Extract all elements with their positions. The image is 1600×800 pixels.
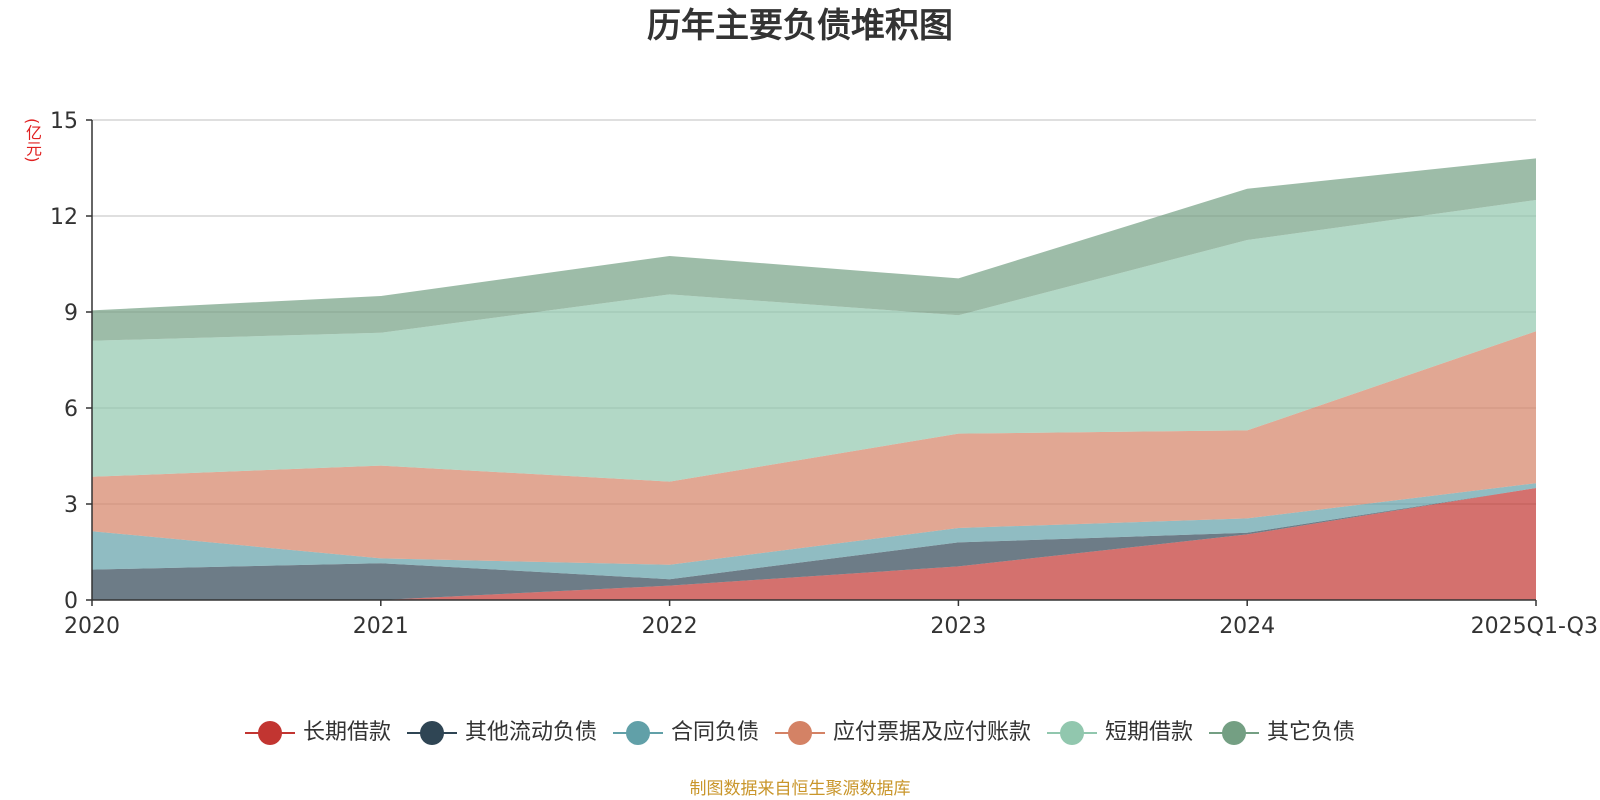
legend-item-6[interactable]: 其它负债 — [1209, 716, 1355, 750]
x-tick-label-4: 2023 — [930, 614, 986, 639]
legend-marker-5 — [1047, 721, 1098, 745]
legend-label-3: 合同负债 — [670, 720, 759, 745]
legend-item-2[interactable]: 其他流动负债 — [406, 716, 597, 750]
legend-item-5[interactable]: 短期借款 — [1047, 716, 1193, 750]
chart-legend: 长期借款 其他流动负债 合同负债 应付票据及应付账款 短期借款 其它负债 — [0, 716, 1600, 750]
legend-marker-1 — [244, 721, 295, 745]
y-axis-unit-label: (亿元) — [23, 118, 42, 163]
area-layer — [92, 158, 1536, 600]
x-tick-label-1: 2020 — [64, 614, 120, 639]
legend-item-1[interactable]: 长期借款 — [244, 716, 391, 750]
legend-label-5: 短期借款 — [1105, 720, 1194, 745]
x-tick-label-2: 2021 — [353, 614, 409, 639]
y-tick-label-9: 9 — [64, 301, 78, 326]
y-tick-label-6: 6 — [64, 397, 78, 422]
legend-marker-2 — [406, 721, 457, 745]
area-series-2 — [92, 488, 1536, 600]
legend-label-6: 其它负债 — [1267, 720, 1356, 745]
chart-title: 历年主要负债堆积图 — [647, 6, 953, 46]
legend-item-3[interactable]: 合同负债 — [612, 716, 759, 750]
y-tick-label-3: 3 — [64, 493, 78, 518]
legend-label-2: 其他流动负债 — [464, 720, 597, 745]
x-tick-label-3: 2022 — [642, 614, 698, 639]
legend-marker-4 — [775, 721, 825, 745]
area-series-3 — [92, 483, 1536, 580]
legend-marker-6 — [1209, 721, 1260, 745]
legend-label-1: 长期借款 — [302, 720, 391, 745]
legend-item-4[interactable]: 应付票据及应付账款 — [775, 716, 1031, 750]
area-series-1 — [92, 488, 1536, 600]
area-series-4 — [92, 331, 1536, 565]
area-series-5 — [92, 200, 1536, 482]
x-tick-label-6: 2025Q1-Q3 — [1471, 614, 1598, 639]
y-tick-label-12: 12 — [50, 205, 78, 230]
x-tick-label-5: 2024 — [1219, 614, 1275, 639]
axis-layer: 0 3 6 9 12 15 2020 2021 2022 2023 2024 2025Q1-Q3 — [50, 109, 1598, 639]
area-series-6 — [92, 158, 1536, 341]
legend-label-4: 应付票据及应付账款 — [833, 720, 1032, 745]
legend-marker-3 — [612, 721, 663, 745]
y-tick-label-15: 15 — [50, 109, 78, 134]
y-tick-label-0: 0 — [64, 589, 78, 614]
data-source-note: 制图数据来自恒生聚源数据库 — [689, 779, 911, 799]
